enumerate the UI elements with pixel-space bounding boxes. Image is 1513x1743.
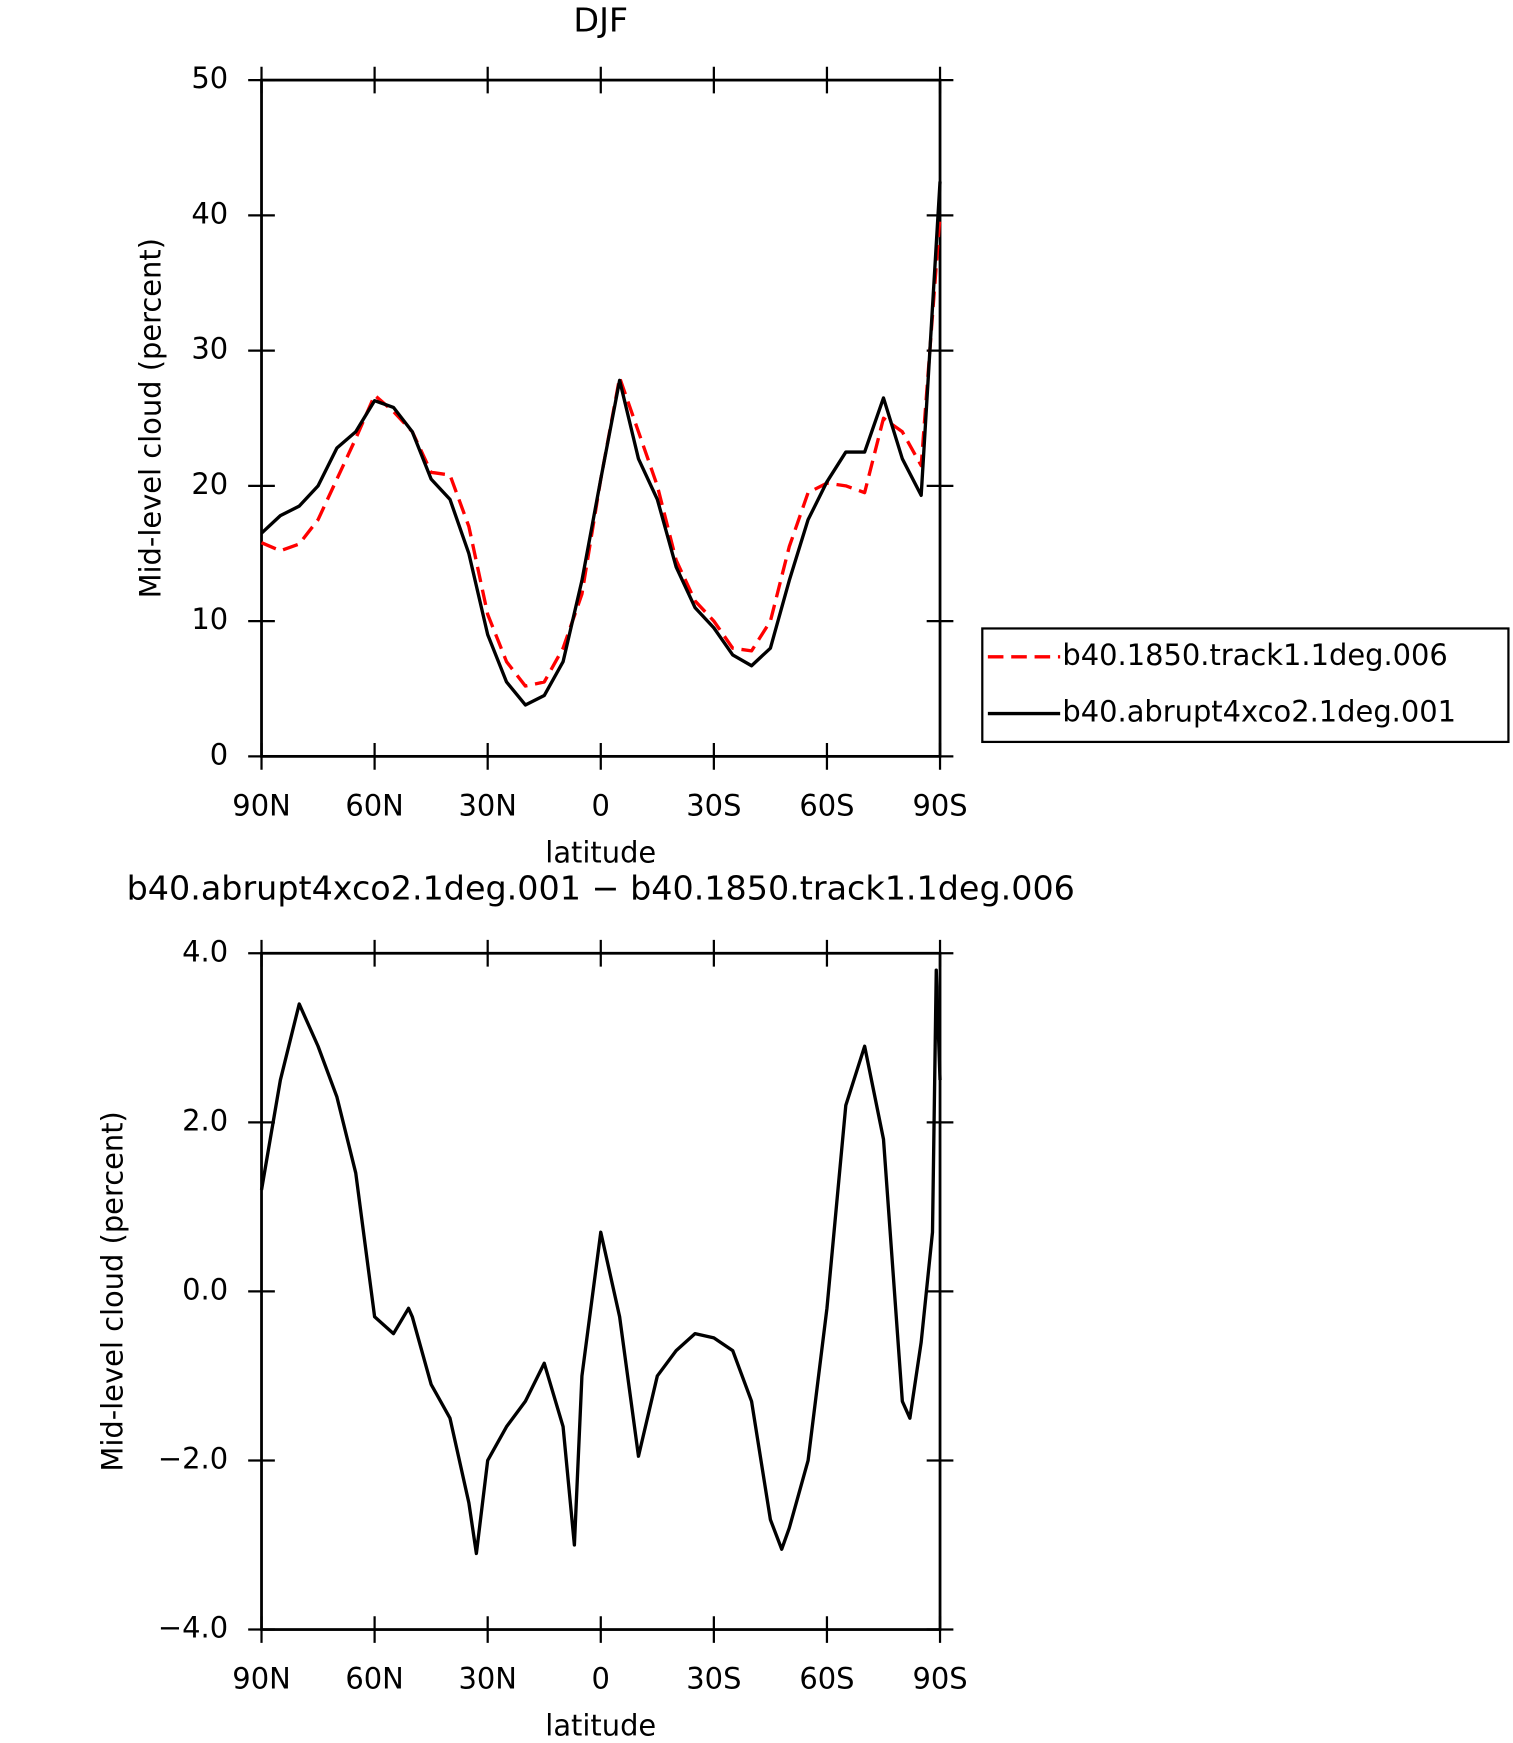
- x-tick-label: 60N: [345, 789, 403, 823]
- data-line: [260, 215, 942, 688]
- chart-title: b40.abrupt4xco2.1deg.001 − b40.1850.trac…: [127, 868, 1075, 907]
- x-tick-label: 30S: [686, 789, 741, 823]
- legend-label: b40.abrupt4xco2.1deg.001: [1062, 695, 1456, 729]
- x-tick-label: 0: [592, 1662, 610, 1696]
- x-tick-label: 60N: [345, 1662, 403, 1696]
- chart-title: DJF: [573, 1, 628, 40]
- y-tick-label: 30: [191, 332, 228, 366]
- y-tick-label: 4.0: [182, 934, 228, 968]
- x-tick-label: 90N: [232, 789, 290, 823]
- y-tick-label: −4.0: [158, 1611, 228, 1645]
- x-tick-label: 30N: [458, 1662, 516, 1696]
- x-tick-label: 90N: [232, 1662, 290, 1696]
- y-tick-label: 10: [191, 602, 228, 636]
- x-tick-label: 30S: [686, 1662, 741, 1696]
- data-line: [260, 181, 942, 707]
- x-axis-label: latitude: [545, 1708, 656, 1742]
- x-tick-label: 60S: [799, 1662, 854, 1696]
- data-line: [259, 968, 942, 1556]
- y-tick-label: 0.0: [182, 1272, 228, 1306]
- x-tick-label: 90S: [912, 1662, 967, 1696]
- y-tick-label: −2.0: [158, 1441, 228, 1475]
- y-tick-label: 2.0: [182, 1103, 228, 1137]
- x-tick-label: 30N: [458, 789, 516, 823]
- plot-frame: [260, 951, 942, 1631]
- legend-label: b40.1850.track1.1deg.006: [1062, 638, 1447, 672]
- y-axis-label: Mid-level cloud (percent): [96, 1111, 130, 1471]
- x-tick-label: 60S: [799, 789, 854, 823]
- y-tick-label: 20: [191, 467, 228, 501]
- y-tick-label: 0: [210, 737, 228, 771]
- x-tick-label: 90S: [912, 789, 967, 823]
- legend-box: [981, 627, 1510, 744]
- x-tick-label: 0: [592, 789, 610, 823]
- y-tick-label: 50: [191, 61, 228, 95]
- x-axis-label: latitude: [545, 835, 656, 869]
- y-tick-label: 40: [191, 196, 228, 230]
- y-axis-label: Mid-level cloud (percent): [134, 238, 168, 598]
